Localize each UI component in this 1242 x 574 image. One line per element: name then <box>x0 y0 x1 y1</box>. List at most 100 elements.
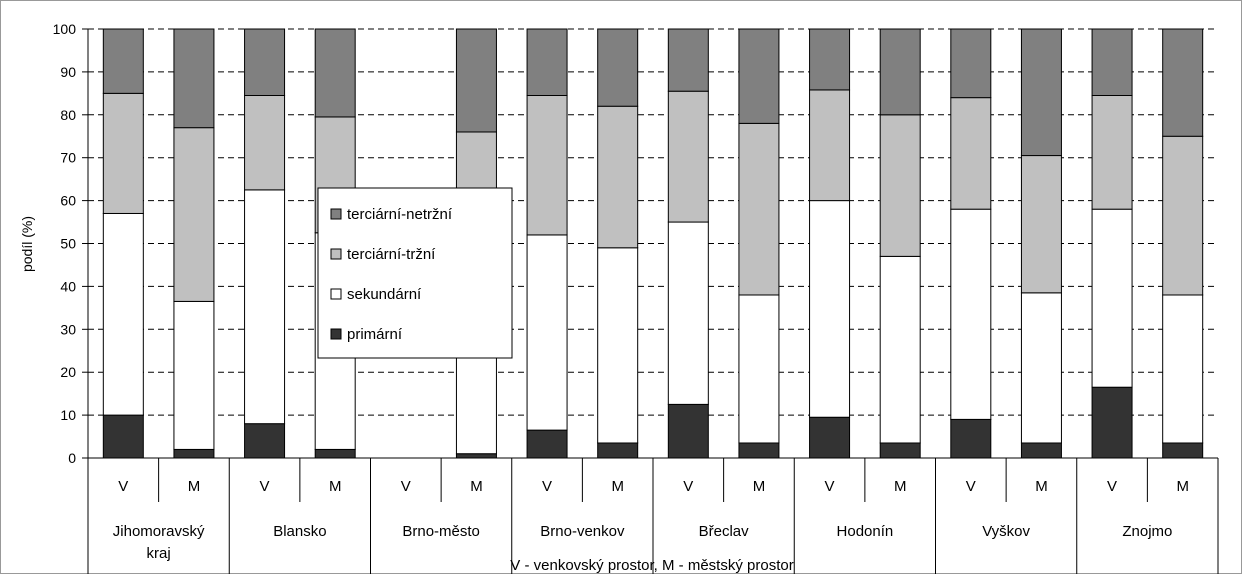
bar-terciarni-trzni <box>879 114 921 257</box>
bar-terciarni-netrzni <box>526 28 568 96</box>
legend-label: primární <box>347 326 403 343</box>
bar-primarni <box>597 442 639 459</box>
region-label: Břeclav <box>699 523 750 540</box>
bar-terciarni-trzni <box>1020 155 1062 294</box>
bar-terciarni-netrzni <box>455 28 497 133</box>
bar-terciarni-trzni <box>102 92 144 214</box>
bar-terciarni-netrzni <box>1162 28 1204 137</box>
legend-swatch <box>330 208 342 220</box>
bar-sekundarni <box>950 208 992 420</box>
y-tick-label: 30 <box>60 321 76 337</box>
bar-terciarni-netrzni <box>1020 28 1062 157</box>
y-tick-label: 90 <box>60 64 76 80</box>
bar-terciarni-trzni <box>244 94 286 191</box>
bar-terciarni-trzni <box>526 94 568 236</box>
region-label: Blansko <box>273 523 326 540</box>
bar-terciarni-netrzni <box>738 28 780 124</box>
bar-primarni <box>102 414 144 459</box>
legend: terciární-netržní terciární-tržní sekundár… <box>317 187 513 359</box>
y-tick-label: 60 <box>60 193 76 209</box>
category-label: M <box>611 478 624 495</box>
y-axis-title: podíl (%) <box>19 216 35 272</box>
region-label: Hodonín <box>837 523 894 540</box>
bar-primarni <box>950 418 992 459</box>
bar-primarni <box>1162 442 1204 459</box>
bar-sekundarni <box>526 234 568 431</box>
bar-primarni <box>1020 442 1062 459</box>
bar-sekundarni <box>1091 208 1133 388</box>
legend-swatch <box>330 248 342 260</box>
category-label: M <box>1176 478 1189 495</box>
bar-sekundarni <box>738 294 780 444</box>
y-tick-label: 50 <box>60 236 76 252</box>
category-label: M <box>753 478 766 495</box>
bar-terciarni-netrzni <box>950 28 992 99</box>
bar-terciarni-trzni <box>173 127 215 302</box>
region-label: kraj <box>147 545 171 562</box>
bar-terciarni-trzni <box>667 90 709 223</box>
bar-sekundarni <box>809 200 851 418</box>
y-tick-label: 100 <box>53 21 77 37</box>
category-label: V <box>966 478 976 495</box>
region-label: Jihomoravský <box>113 523 205 540</box>
bar-primarni <box>1091 386 1133 459</box>
bar-primarni <box>314 448 356 459</box>
x-axis-caption: V - venkovský prostor, M - městský prost… <box>510 557 793 574</box>
legend-swatch <box>330 288 342 300</box>
region-label: Znojmo <box>1122 523 1172 540</box>
bar-terciarni-netrzni <box>597 28 639 107</box>
category-label: M <box>1035 478 1048 495</box>
bar-terciarni-trzni <box>809 89 851 202</box>
category-label: V <box>683 478 693 495</box>
category-label: M <box>894 478 907 495</box>
bar-primarni <box>667 403 709 459</box>
bar-primarni <box>455 453 497 459</box>
category-label: M <box>329 478 342 495</box>
legend-label: sekundární <box>347 286 422 303</box>
legend-swatch <box>330 328 342 340</box>
bar-terciarni-netrzni <box>102 28 144 94</box>
category-label: V <box>825 478 835 495</box>
category-label: V <box>260 478 270 495</box>
category-label: M <box>470 478 483 495</box>
y-tick-label: 20 <box>60 364 76 380</box>
bar-terciarni-netrzni <box>1091 28 1133 96</box>
region-label: Brno-venkov <box>540 523 625 540</box>
y-tick-label: 80 <box>60 107 76 123</box>
category-label: V <box>401 478 411 495</box>
bar-terciarni-netrzni <box>173 28 215 129</box>
bar-primarni <box>809 416 851 459</box>
bar-sekundarni <box>667 221 709 405</box>
legend-label: terciární-tržní <box>347 246 436 263</box>
region-label: Vyškov <box>982 523 1030 540</box>
category-label: M <box>188 478 201 495</box>
bar-terciarni-netrzni <box>314 28 356 118</box>
bar-sekundarni <box>102 212 144 416</box>
bar-terciarni-trzni <box>950 97 992 210</box>
bar-terciarni-trzni <box>738 122 780 296</box>
bar-terciarni-trzni <box>1091 94 1133 210</box>
bar-sekundarni <box>879 255 921 444</box>
bar-sekundarni <box>597 247 639 444</box>
bar-sekundarni <box>1162 294 1204 444</box>
category-label: V <box>1107 478 1117 495</box>
y-tick-label: 0 <box>68 450 76 466</box>
category-label: V <box>542 478 552 495</box>
category-label: V <box>118 478 128 495</box>
bar-terciarni-netrzni <box>244 28 286 96</box>
bar-terciarni-netrzni <box>809 28 851 91</box>
bar-primarni <box>738 442 780 459</box>
bar-terciarni-trzni <box>1162 135 1204 296</box>
legend-label: terciární-netržní <box>347 206 453 223</box>
y-tick-label: 40 <box>60 278 76 294</box>
bar-terciarni-netrzni <box>667 28 709 92</box>
bar-primarni <box>244 423 286 459</box>
y-tick-label: 10 <box>60 407 76 423</box>
bar-sekundarni <box>1020 292 1062 444</box>
bar-primarni <box>526 429 568 459</box>
region-label: Brno-město <box>402 523 480 540</box>
bar-primarni <box>173 448 215 459</box>
bar-sekundarni <box>244 189 286 425</box>
bar-sekundarni <box>173 300 215 450</box>
